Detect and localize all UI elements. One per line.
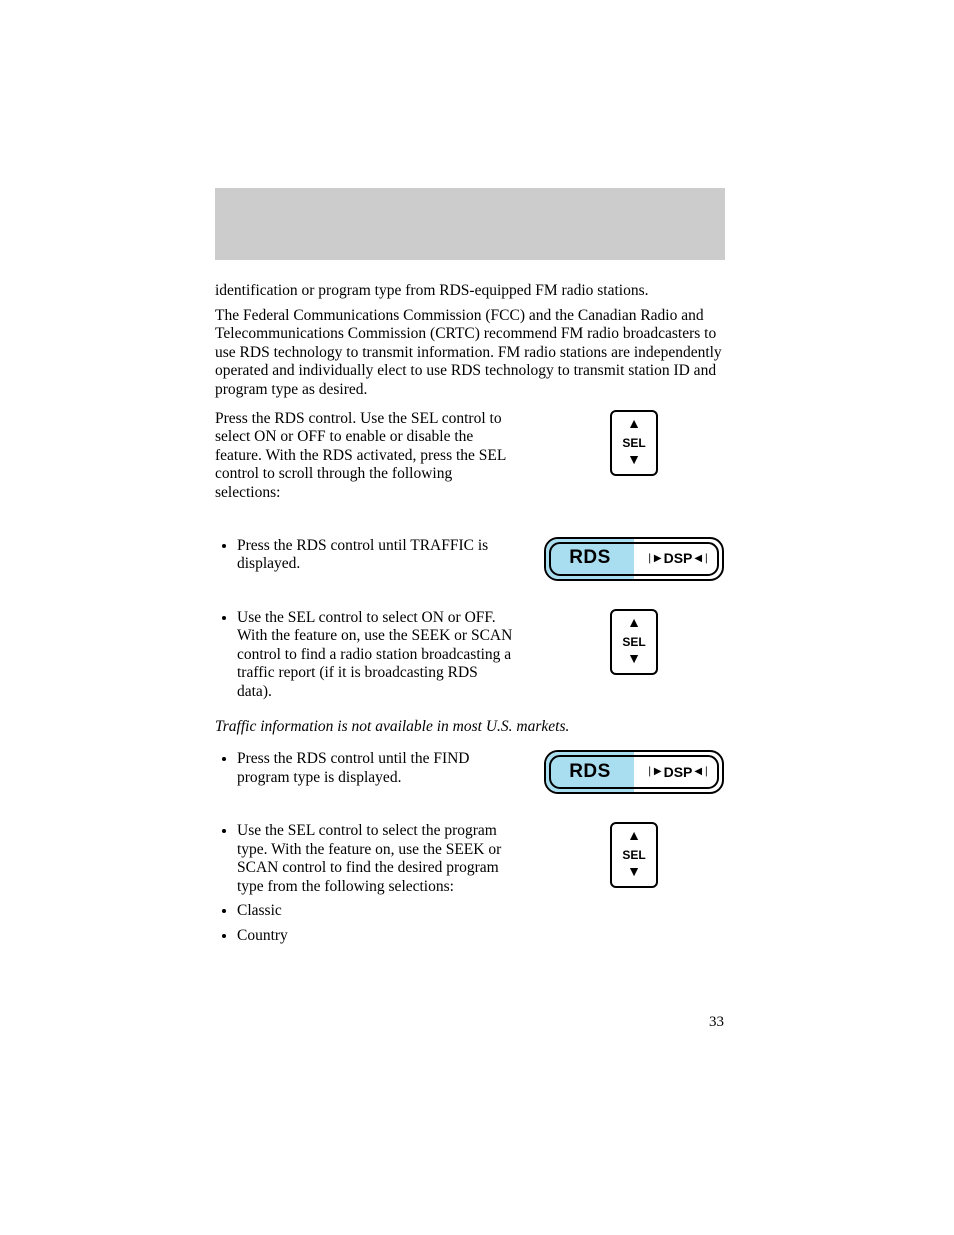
traffic-bullet-2: Use the SEL control to select ON or OFF.… xyxy=(237,609,514,702)
sel-control-diagram-2: ▲ SEL ▼ xyxy=(610,609,658,675)
block1-text: Press the RDS control. Use the SEL contr… xyxy=(215,410,514,503)
sel-label: SEL xyxy=(622,635,645,649)
rds-label: RDS xyxy=(569,547,611,570)
dsp-label: DSP xyxy=(664,550,693,567)
block-traffic-2: Use the SEL control to select ON or OFF.… xyxy=(215,609,724,708)
arrow-up-icon: ▲ xyxy=(627,418,641,432)
dsp-label: DSP xyxy=(664,764,693,781)
find-bullet-2: Use the SEL control to select the progra… xyxy=(237,822,514,896)
sel-label: SEL xyxy=(622,436,645,450)
block-traffic-1: Press the RDS control until TRAFFIC is d… xyxy=(215,537,724,581)
block-rds-intro: Press the RDS control. Use the SEL contr… xyxy=(215,410,724,509)
arrow-up-icon: ▲ xyxy=(627,830,641,844)
block-find-2: Use the SEL control to select the progra… xyxy=(215,822,724,952)
find-bullet-3: Classic xyxy=(237,902,514,921)
find-bullet-1: Press the RDS control until the FIND pro… xyxy=(237,750,514,787)
rds-label: RDS xyxy=(569,761,611,784)
rds-dsp-button-diagram-2: RDS ❘▶ DSP ◀❘ xyxy=(544,750,724,794)
dsp-left-icon: ❘▶ xyxy=(646,766,662,778)
header-band xyxy=(215,188,725,260)
sel-control-diagram-3: ▲ SEL ▼ xyxy=(610,822,658,888)
intro-line1: identification or program type from RDS-… xyxy=(215,282,724,301)
block-find-1: Press the RDS control until the FIND pro… xyxy=(215,750,724,794)
traffic-note: Traffic information is not available in … xyxy=(215,718,724,737)
rds-dsp-button-diagram: RDS ❘▶ DSP ◀❘ xyxy=(544,537,724,581)
traffic-bullet-1: Press the RDS control until TRAFFIC is d… xyxy=(237,537,514,574)
dsp-left-icon: ❘▶ xyxy=(646,553,662,565)
arrow-down-icon: ▼ xyxy=(627,653,641,667)
dsp-right-icon: ◀❘ xyxy=(694,553,710,565)
sel-control-diagram: ▲ SEL ▼ xyxy=(610,410,658,476)
dsp-right-icon: ◀❘ xyxy=(694,766,710,778)
page-content: identification or program type from RDS-… xyxy=(215,282,724,952)
arrow-down-icon: ▼ xyxy=(627,454,641,468)
find-bullet-4: Country xyxy=(237,927,514,946)
arrow-down-icon: ▼ xyxy=(627,866,641,880)
page-number: 33 xyxy=(709,1014,724,1031)
arrow-up-icon: ▲ xyxy=(627,617,641,631)
sel-label: SEL xyxy=(622,848,645,862)
intro-para2: The Federal Communications Commission (F… xyxy=(215,307,724,400)
